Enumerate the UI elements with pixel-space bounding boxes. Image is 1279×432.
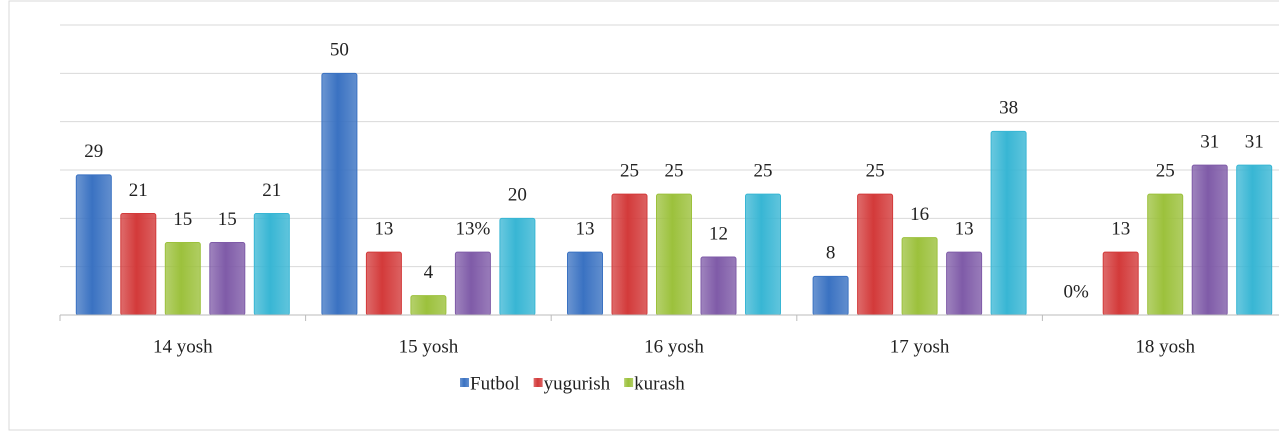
data-label: 16 [910, 204, 929, 225]
data-label: 25 [754, 161, 773, 182]
bar [75, 174, 112, 316]
bar [1236, 164, 1273, 316]
bar [209, 242, 246, 316]
data-label: 20 [508, 185, 527, 206]
data-label: 38 [999, 98, 1018, 119]
bar [1102, 251, 1139, 316]
data-label: 13 [1111, 219, 1130, 240]
data-label: 13 [374, 219, 393, 240]
bar [454, 251, 491, 316]
data-label: 12 [709, 223, 728, 244]
bar [410, 295, 447, 316]
bar [946, 251, 983, 316]
bar [499, 217, 536, 316]
x-tick-label: 18 yosh [1135, 336, 1195, 357]
data-label: 13 [955, 219, 974, 240]
bar [365, 251, 402, 316]
bar [253, 213, 290, 316]
data-label: 13 [576, 219, 595, 240]
legend-label: Futbol [470, 373, 520, 394]
x-tick-label: 17 yosh [890, 336, 950, 357]
x-tick-label: 15 yosh [399, 336, 459, 357]
data-label: 21 [262, 180, 281, 201]
data-label: 15 [173, 209, 192, 230]
data-label: 25 [866, 161, 885, 182]
bar [990, 130, 1027, 316]
bar [1147, 193, 1184, 316]
data-label: 4 [424, 262, 434, 283]
data-label: 25 [665, 161, 684, 182]
data-label: 29 [84, 141, 103, 162]
data-label: 25 [1156, 161, 1175, 182]
legend-swatch [460, 378, 469, 387]
bar [120, 213, 157, 316]
bar [567, 251, 603, 316]
bar [857, 193, 894, 316]
bar [321, 72, 358, 316]
x-tick-label: 14 yosh [153, 336, 213, 357]
bar [745, 193, 781, 316]
bar [611, 193, 648, 316]
legend-label: kurash [634, 373, 685, 394]
data-label: 25 [620, 161, 639, 182]
legend-swatch [533, 378, 543, 387]
data-label: 31 [1245, 132, 1264, 153]
data-label: 31 [1200, 132, 1219, 153]
chart-frame [8, 0, 1279, 431]
legend-swatch [624, 378, 634, 387]
data-label: 21 [129, 180, 148, 201]
x-tick-label: 16 yosh [644, 336, 704, 357]
bar [656, 193, 692, 316]
data-label: 8 [826, 243, 836, 264]
data-label: 13% [455, 219, 490, 240]
data-label: 50 [330, 40, 349, 61]
bar [1191, 164, 1228, 316]
bar [812, 275, 849, 316]
bar [700, 256, 737, 316]
bar [901, 237, 938, 316]
bar [164, 242, 201, 316]
legend-label: yugurish [544, 373, 611, 394]
data-label: 0% [1064, 281, 1090, 302]
data-label: 15 [218, 209, 237, 230]
